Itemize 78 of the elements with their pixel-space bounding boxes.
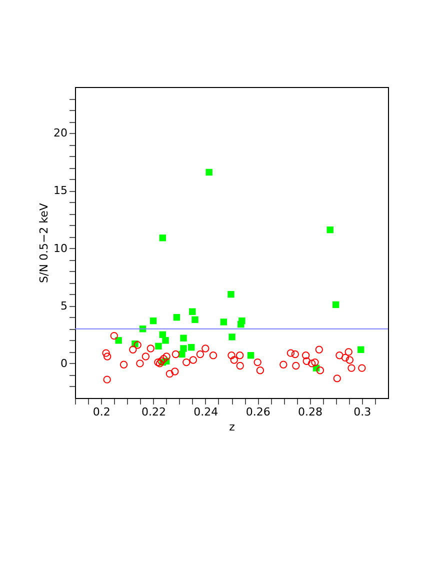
point [280, 360, 288, 368]
point [254, 358, 262, 366]
point [344, 348, 352, 356]
point [316, 366, 324, 374]
point [341, 354, 350, 362]
point [134, 341, 142, 349]
point [346, 356, 354, 364]
x-tick-label: 0.26 [246, 406, 270, 418]
point [358, 346, 364, 353]
point [332, 301, 340, 308]
point [236, 362, 244, 370]
point [302, 357, 310, 365]
point [311, 358, 319, 366]
point [228, 334, 236, 340]
point [154, 358, 162, 366]
point [336, 352, 344, 360]
point [202, 344, 210, 352]
point [286, 349, 295, 357]
point [291, 350, 299, 358]
point [189, 308, 196, 315]
point [156, 360, 164, 368]
point [209, 352, 218, 360]
point [173, 314, 180, 321]
point [188, 344, 195, 351]
point [162, 337, 169, 344]
y-tick-label: 20 [54, 126, 68, 140]
point [326, 226, 334, 234]
point [189, 356, 198, 364]
point [103, 376, 111, 384]
point [228, 290, 234, 298]
point [142, 352, 150, 360]
x-axis-title: z [229, 420, 236, 434]
point [238, 317, 246, 324]
point [302, 352, 310, 360]
y-tick-label: 0 [60, 356, 68, 370]
point [180, 334, 187, 342]
point [159, 234, 166, 242]
point [196, 350, 204, 358]
point [129, 346, 137, 354]
point [192, 316, 198, 324]
x-tick-label: 0.3 [354, 406, 372, 418]
point [308, 360, 316, 368]
y-axis-title: S/N 0.5−2 keV [38, 202, 51, 283]
point [160, 354, 168, 363]
point [182, 358, 190, 366]
point [348, 364, 356, 372]
x-tick-label: 0.2 [92, 406, 110, 418]
point [230, 356, 238, 364]
point [102, 349, 110, 357]
point [166, 370, 174, 378]
point [228, 352, 236, 360]
point [358, 364, 366, 372]
point [292, 362, 300, 370]
point [150, 317, 157, 324]
point [136, 360, 144, 368]
point [247, 352, 254, 359]
point [206, 168, 212, 176]
point [146, 344, 154, 352]
point [220, 318, 228, 326]
y-tick-label: 10 [54, 242, 68, 255]
x-tick-label: 0.22 [142, 406, 166, 418]
x-tick-label: 0.24 [194, 406, 218, 418]
point [172, 350, 180, 358]
point [162, 352, 170, 360]
y-tick-label: 5 [60, 299, 68, 312]
point [256, 366, 264, 374]
point [115, 337, 122, 344]
point [110, 332, 118, 340]
point [178, 350, 186, 358]
point [333, 374, 341, 382]
point [120, 360, 128, 368]
x-tick-label: 0.28 [298, 406, 322, 418]
point [236, 352, 244, 360]
y-tick-label: 15 [54, 184, 68, 198]
point [171, 368, 179, 376]
point [103, 352, 112, 360]
point [315, 346, 323, 354]
point [155, 342, 162, 350]
